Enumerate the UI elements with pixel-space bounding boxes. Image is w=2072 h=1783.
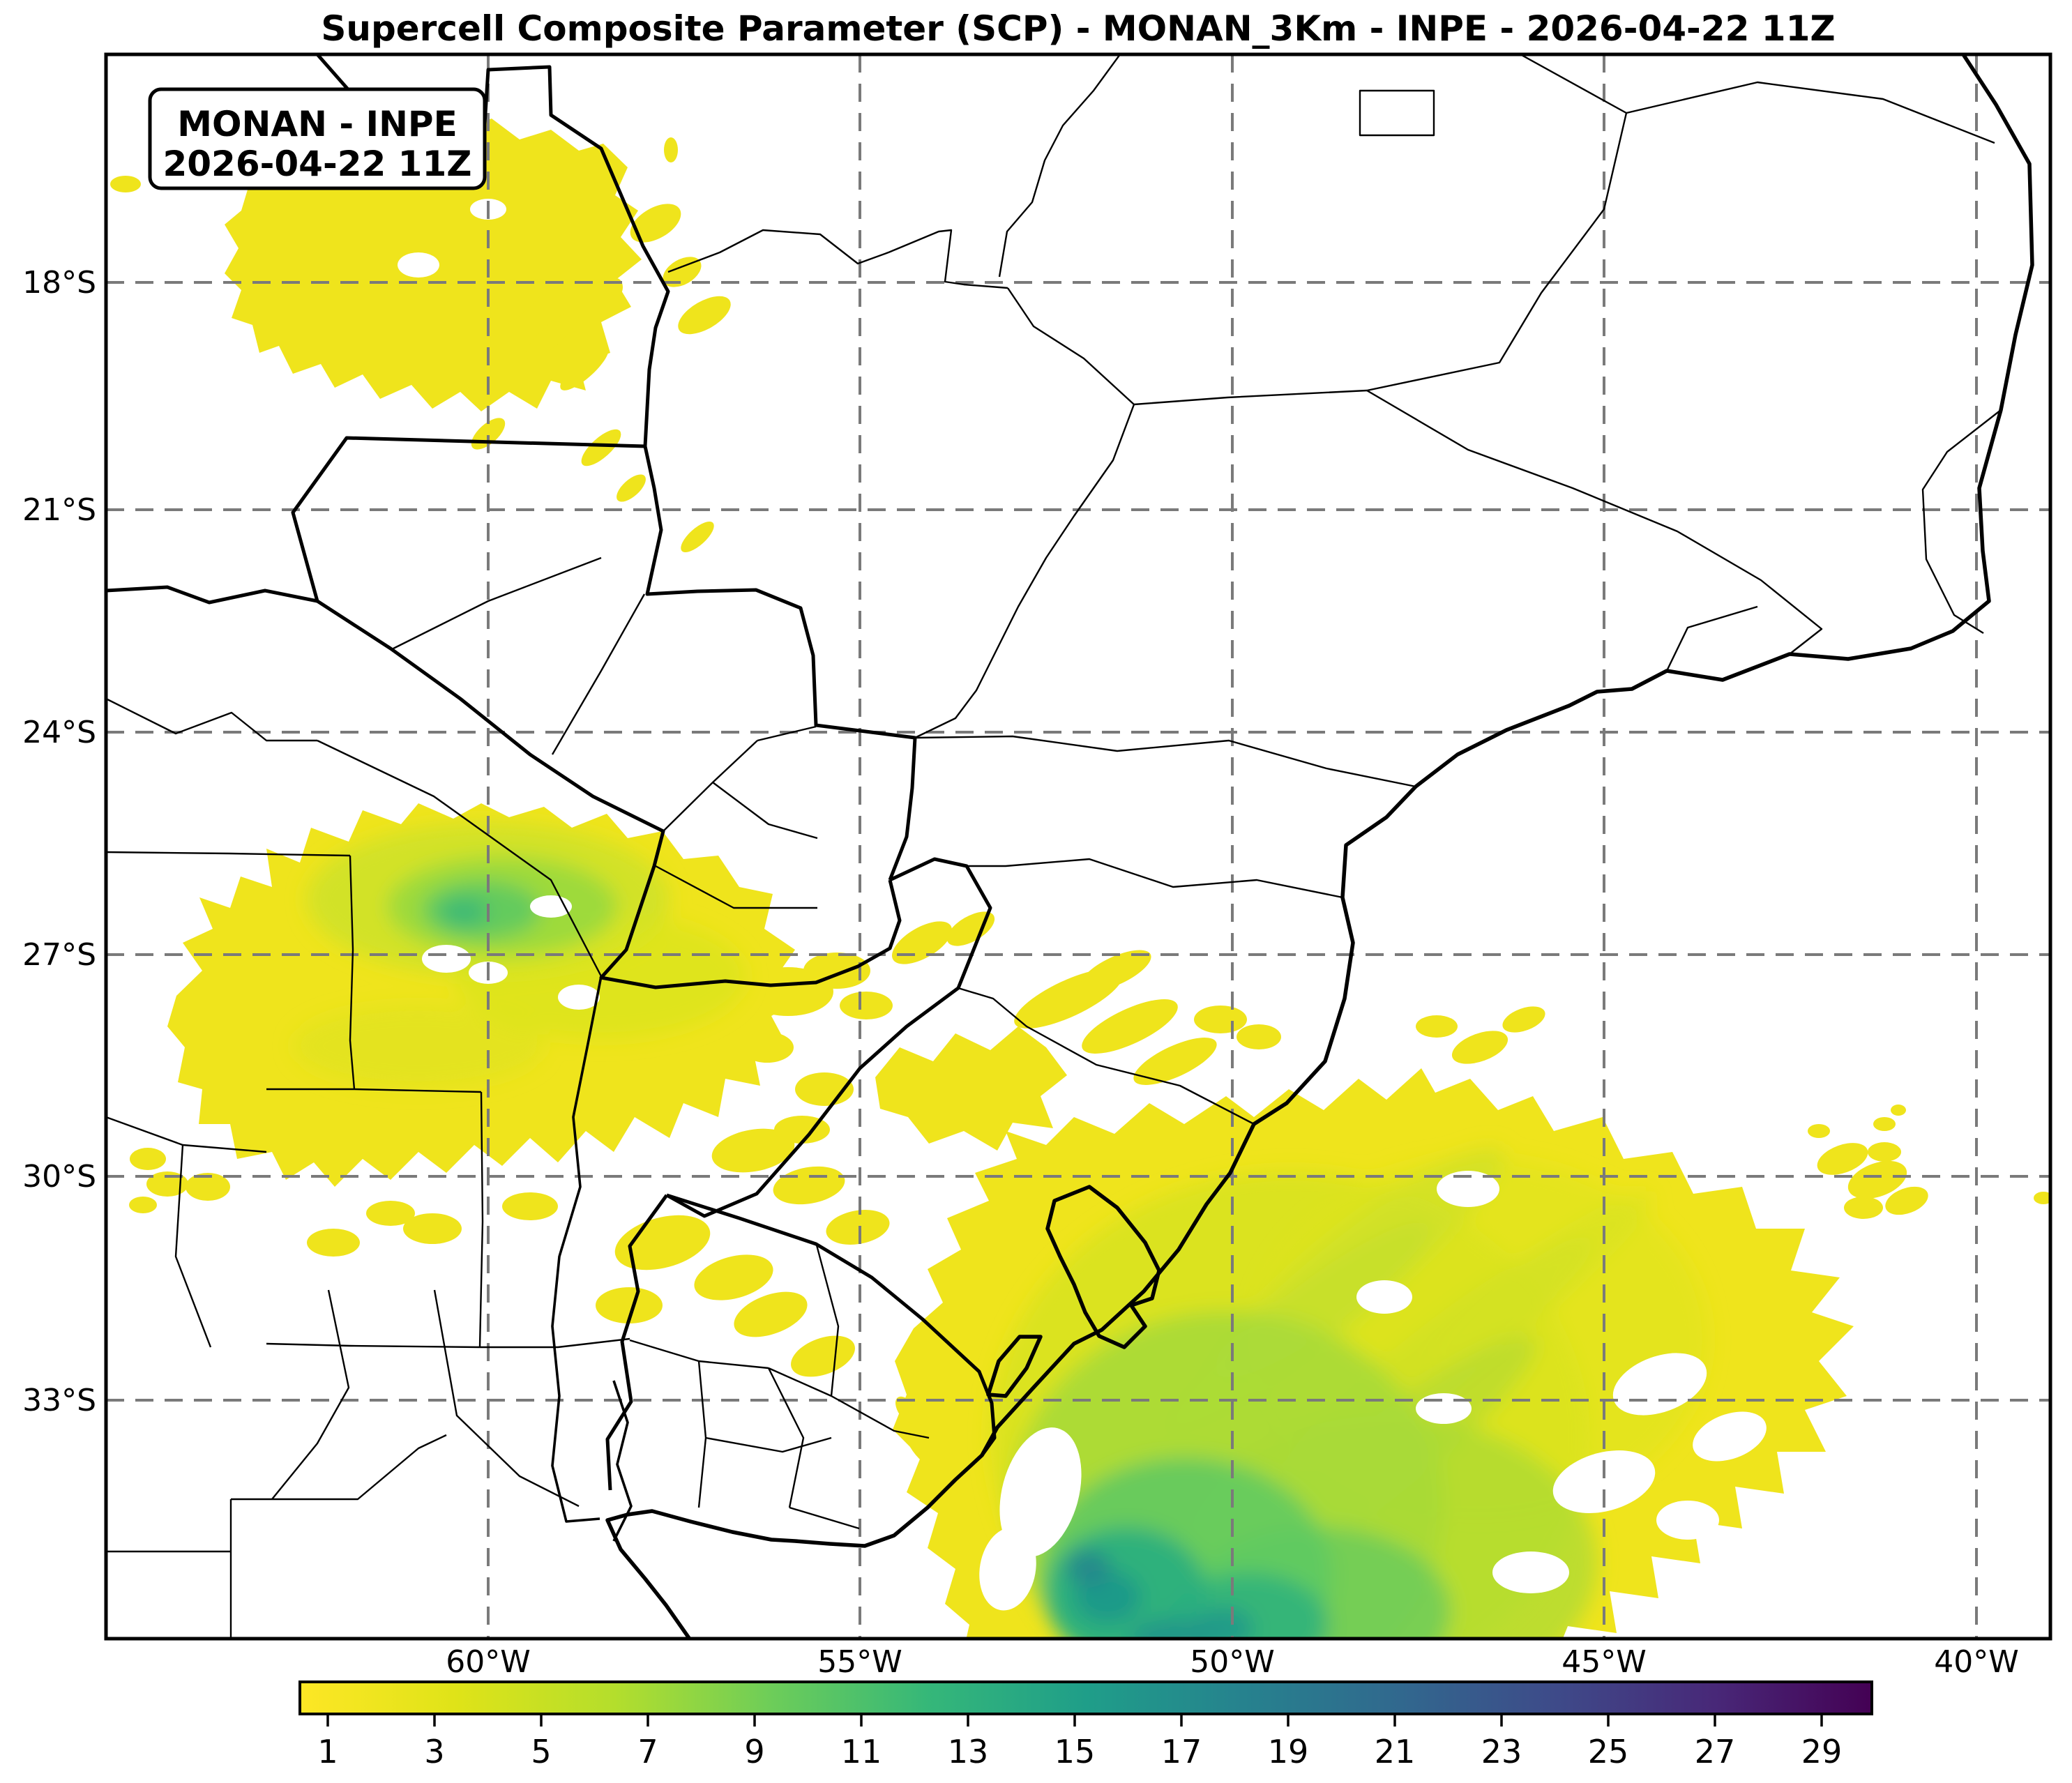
lon-tick-55w: 55°W bbox=[817, 1644, 902, 1680]
lat-tick-24s: 24°S bbox=[22, 715, 96, 750]
colorbar: 1 3 5 7 9 11 13 15 17 19 21 23 25 27 29 bbox=[298, 1680, 1873, 1770]
colorbar-tick-labels: 1 3 5 7 9 11 13 15 17 19 21 23 25 27 29 bbox=[317, 1733, 1842, 1770]
lon-tick-60w: 60°W bbox=[446, 1644, 531, 1680]
border-argentina-paraguay bbox=[316, 599, 902, 989]
country-borders bbox=[106, 54, 997, 1491]
graticule bbox=[106, 54, 2050, 1639]
annotation-model-name: MONAN - INPE bbox=[177, 104, 457, 144]
lat-tick-33s: 33°S bbox=[22, 1383, 96, 1418]
cbar-tick-5: 5 bbox=[531, 1733, 551, 1770]
scp-white-gaps bbox=[398, 199, 1767, 1611]
annotation-run-datetime: 2026-04-22 11Z bbox=[162, 144, 471, 184]
cbar-tick-19: 19 bbox=[1268, 1733, 1309, 1770]
cbar-tick-9: 9 bbox=[744, 1733, 764, 1770]
lat-tick-18s: 18°S bbox=[22, 265, 96, 301]
scp-gradient-chaco bbox=[293, 823, 746, 1088]
cbar-tick-7: 7 bbox=[637, 1733, 658, 1770]
border-paraguay-brazil bbox=[643, 446, 917, 881]
longitude-axis: 60°W 55°W 50°W 45°W 40°W bbox=[446, 1644, 2019, 1680]
cbar-tick-1: 1 bbox=[317, 1733, 338, 1770]
lon-tick-50w: 50°W bbox=[1190, 1644, 1275, 1680]
lat-tick-21s: 21°S bbox=[22, 492, 96, 528]
border-argentina-uruguay bbox=[605, 1194, 669, 1491]
scp-blob-central bbox=[875, 1026, 1067, 1151]
lat-tick-27s: 27°S bbox=[22, 937, 96, 973]
cbar-tick-11: 11 bbox=[841, 1733, 882, 1770]
lon-tick-40w: 40°W bbox=[1934, 1644, 2019, 1680]
cbar-tick-23: 23 bbox=[1481, 1733, 1522, 1770]
border-argentina-brazil bbox=[665, 857, 992, 1218]
coastline bbox=[605, 54, 2034, 1639]
figure-title: Supercell Composite Parameter (SCP) - MO… bbox=[321, 8, 1835, 49]
lagoa-dos-patos bbox=[1045, 1185, 1161, 1349]
colorbar-gradient-bar bbox=[298, 1680, 1873, 1715]
cbar-tick-17: 17 bbox=[1161, 1733, 1202, 1770]
cbar-tick-3: 3 bbox=[424, 1733, 444, 1770]
lagoa-mirim bbox=[986, 1335, 1043, 1398]
scp-shading-layer bbox=[110, 113, 2050, 1639]
colorbar-tick-marks bbox=[326, 1714, 1823, 1727]
map-area bbox=[106, 54, 2050, 1639]
latitude-axis: 18°S 21°S 24°S 27°S 30°S 33°S bbox=[22, 265, 96, 1418]
border-uruguay-brazil bbox=[666, 1193, 997, 1457]
cbar-tick-27: 27 bbox=[1695, 1733, 1736, 1770]
cbar-tick-13: 13 bbox=[948, 1733, 989, 1770]
cbar-tick-21: 21 bbox=[1375, 1733, 1416, 1770]
cbar-tick-15: 15 bbox=[1054, 1733, 1096, 1770]
cbar-tick-25: 25 bbox=[1588, 1733, 1629, 1770]
lon-tick-45w: 45°W bbox=[1561, 1644, 1647, 1680]
cbar-tick-29: 29 bbox=[1801, 1733, 1843, 1770]
border-bolivia-paraguay bbox=[291, 436, 646, 602]
atlantic-coastline bbox=[605, 54, 2034, 1639]
lat-tick-30s: 30°S bbox=[22, 1159, 96, 1194]
state-borders bbox=[106, 54, 2002, 1639]
map-frame bbox=[104, 52, 2052, 1641]
scp-gradient-atlantic bbox=[990, 1146, 1709, 1639]
border-argentina-bolivia bbox=[106, 585, 318, 605]
model-annotation-box: MONAN - INPE 2026-04-22 11Z bbox=[148, 87, 487, 190]
